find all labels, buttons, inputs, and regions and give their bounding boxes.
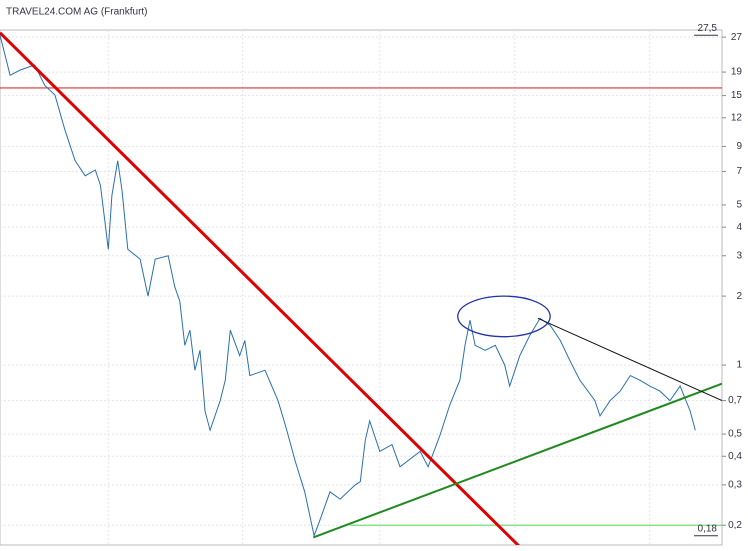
y-tick-label: 12 <box>731 112 743 123</box>
chart-title: TRAVEL24.COM AG (Frankfurt) <box>6 7 148 18</box>
y-tick-label: 5 <box>736 200 742 211</box>
annotation-label: 27,5 <box>698 23 718 34</box>
annotation-label: 0,18 <box>698 523 718 534</box>
y-tick-label: 0,7 <box>728 395 742 406</box>
y-tick-label: 19 <box>731 67 743 78</box>
y-tick-label: 4 <box>736 222 742 233</box>
trend-line <box>0 31 521 545</box>
y-tick-label: 0,4 <box>728 451 742 462</box>
y-tick-label: 7 <box>736 166 742 177</box>
y-tick-label: 9 <box>736 141 742 152</box>
y-tick-label: 1 <box>736 360 742 371</box>
trend-line <box>537 317 722 402</box>
y-tick-label: 0,2 <box>728 520 742 531</box>
y-tick-label: 0,5 <box>728 429 742 440</box>
trend-line <box>312 382 722 539</box>
y-tick-label: 0,3 <box>728 480 742 491</box>
y-tick-label: 3 <box>736 250 742 261</box>
y-tick-label: 2 <box>736 291 742 302</box>
plot-area <box>0 29 723 546</box>
highlight-ellipse <box>457 295 551 338</box>
y-tick-label: 27 <box>731 32 743 43</box>
y-tick-label: 15 <box>731 90 743 101</box>
price-line <box>0 35 696 538</box>
plot <box>0 30 722 545</box>
